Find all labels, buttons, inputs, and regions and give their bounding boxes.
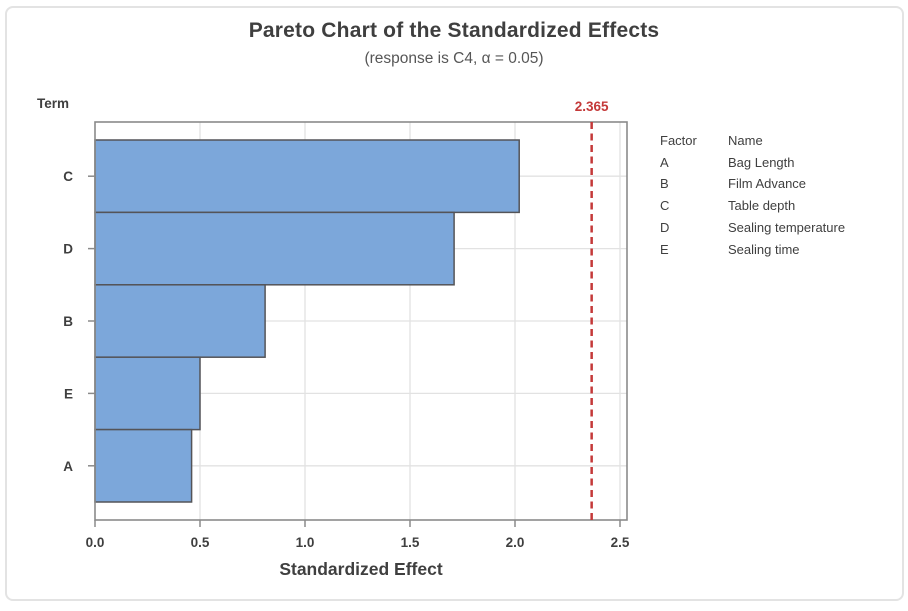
legend-factor: E — [660, 241, 669, 257]
term-label-B: B — [63, 314, 73, 329]
term-label-D: D — [63, 242, 73, 257]
term-label-A: A — [63, 459, 73, 474]
legend-row: E Sealing time — [660, 239, 845, 261]
reference-line-label: 2.365 — [574, 99, 609, 114]
bar-E — [94, 356, 201, 431]
bar-B — [94, 284, 266, 358]
legend-header-row: Factor Name — [660, 130, 845, 152]
x-tick-label: 2.0 — [506, 535, 525, 550]
legend-row: B Film Advance — [660, 173, 845, 195]
bar-A — [94, 428, 193, 503]
legend-name: Table depth — [728, 198, 796, 214]
legend-factor: D — [660, 219, 670, 235]
x-tick-label: 0.0 — [86, 535, 105, 550]
x-tick-label: 2.5 — [611, 535, 630, 550]
term-label-E: E — [64, 386, 73, 401]
x-tick-label: 0.5 — [191, 535, 210, 550]
legend-header-factor: Factor — [660, 133, 697, 148]
legend-factor: C — [660, 198, 670, 214]
chart-title: Pareto Chart of the Standardized Effects — [248, 19, 660, 42]
y-axis-title: Term — [37, 96, 70, 111]
legend-name: Sealing temperature — [728, 219, 846, 235]
legend-name: Film Advance — [728, 176, 807, 192]
legend-row: A Bag Length — [660, 152, 845, 174]
bar-C — [94, 139, 520, 214]
legend-header-name: Name — [728, 133, 763, 148]
x-tick-label: 1.0 — [296, 535, 315, 550]
legend-name: Bag Length — [728, 154, 795, 170]
x-axis-title: Standardized Effect — [279, 559, 443, 579]
chart-subtitle: (response is C4, α = 0.05) — [364, 50, 544, 67]
legend-factor: A — [660, 154, 669, 170]
legend-factor: B — [660, 176, 669, 192]
bar-D — [94, 211, 455, 286]
x-tick-label: 1.5 — [401, 535, 420, 550]
legend-row: D Sealing temperature — [660, 217, 845, 239]
factor-legend: Factor Name A Bag Length B Film Advance … — [660, 130, 845, 260]
term-label-C: C — [63, 169, 73, 184]
legend-name: Sealing time — [728, 241, 800, 257]
legend-row: C Table depth — [660, 195, 845, 217]
